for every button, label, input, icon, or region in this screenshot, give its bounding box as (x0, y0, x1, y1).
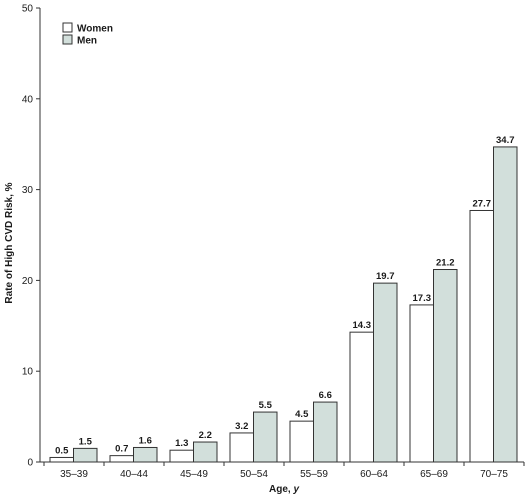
bar-women-6 (409, 304, 434, 463)
data-label-men-0: 1.5 (79, 436, 93, 447)
bar-men-3 (253, 411, 278, 463)
x-ticks: 35–39 40–44 45–49 50–54 55–59 60–64 65–69 70–75 (43, 462, 525, 480)
data-label-women-2: 1.3 (175, 438, 188, 449)
legend-label-women: Women (77, 24, 113, 35)
y-axis-title: Rate of High CVD Risk, % (4, 182, 15, 303)
y-tick-label-30: 30 (22, 185, 34, 196)
bar-men-6 (433, 269, 458, 463)
data-label-men-6: 21.2 (436, 258, 455, 269)
bar-men-0 (73, 447, 98, 463)
data-label-women-0: 0.5 (55, 445, 69, 456)
bar-men-7 (493, 146, 518, 463)
x-tick-label-3: 50–54 (240, 469, 268, 480)
legend-label-men: Men (77, 36, 97, 47)
bar-men-1 (133, 446, 158, 463)
x-tick-label-1: 40–44 (120, 469, 148, 480)
data-label-women-1: 0.7 (115, 444, 128, 455)
data-label-women-5: 14.3 (353, 320, 372, 331)
x-axis-title: Age, y (269, 484, 299, 495)
data-label-women-4: 4.5 (295, 409, 309, 420)
data-label-men-2: 2.2 (199, 430, 212, 441)
y-tick-label-20: 20 (22, 276, 34, 287)
x-tick-label-5: 60–64 (360, 469, 388, 480)
bar-men-4 (313, 401, 338, 463)
bar-women-1 (109, 455, 134, 463)
data-label-men-4: 6.6 (319, 390, 332, 401)
data-label-men-3: 5.5 (259, 400, 273, 411)
y-tick-label-10: 10 (22, 367, 34, 378)
legend-swatch-women (62, 22, 73, 33)
bar-women-3 (229, 432, 254, 463)
legend-swatch-men (62, 34, 73, 45)
bar-women-2 (169, 449, 194, 463)
bar-women-4 (289, 420, 314, 463)
x-tick-label-4: 55–59 (300, 469, 328, 480)
x-tick-label-2: 45–49 (180, 469, 208, 480)
x-tick-label-7: 70–75 (480, 469, 508, 480)
y-tick-label-50: 50 (22, 4, 34, 15)
bar-men-5 (373, 282, 398, 463)
data-label-women-7: 27.7 (473, 198, 492, 209)
data-label-men-5: 19.7 (376, 271, 395, 282)
bar-women-7 (469, 209, 494, 463)
x-tick-label-0: 35–39 (60, 469, 88, 480)
axes-layer (39, 8, 524, 463)
data-labels-layer: 0.5 0.7 1.3 3.2 4.5 14.3 17.3 27.7 1.5 1.6 2.2 5.5 6… (55, 135, 514, 457)
bar-men-2 (193, 441, 218, 463)
bar-women-0 (49, 456, 74, 463)
x-tick-label-6: 65–69 (420, 469, 448, 480)
bar-women-5 (349, 331, 374, 463)
y-tick-label-0: 0 (27, 458, 33, 469)
data-label-women-3: 3.2 (235, 421, 248, 432)
y-ticks: 0 10 20 30 40 50 (22, 4, 40, 469)
data-label-men-7: 34.7 (496, 135, 515, 146)
data-label-women-6: 17.3 (413, 293, 432, 304)
bars-layer (49, 146, 518, 463)
data-label-men-1: 1.6 (139, 435, 152, 446)
y-tick-label-40: 40 (22, 94, 34, 105)
